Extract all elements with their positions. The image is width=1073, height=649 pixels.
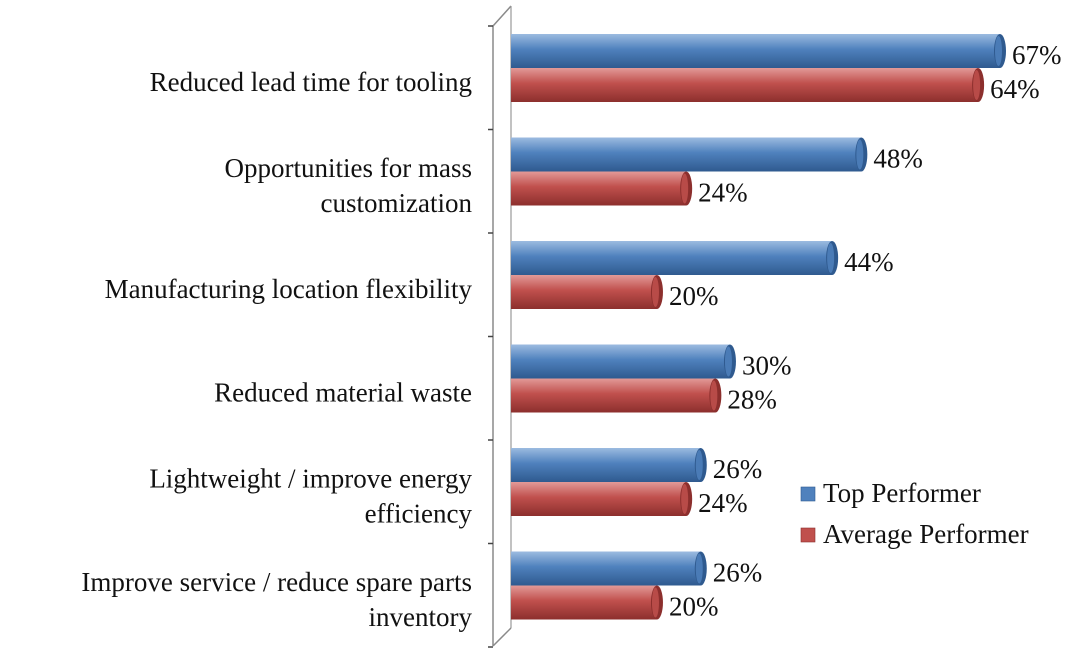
legend-swatch <box>800 486 816 502</box>
data-label: 28% <box>727 385 777 415</box>
bar-cap-face <box>695 553 703 584</box>
bar-cap-face <box>651 587 659 618</box>
axis-wall-bottom-edge <box>492 627 512 647</box>
legend: Top Performer Average Performer <box>800 478 1029 549</box>
legend-label: Top Performer <box>823 478 981 508</box>
category-label: Improve service / reduce spare parts inve… <box>81 567 472 632</box>
bar-body <box>511 585 657 620</box>
bar-cap-face <box>695 450 703 480</box>
bar-cap-face <box>681 173 689 204</box>
data-label: 48% <box>873 144 923 174</box>
bars-layer <box>511 34 1006 620</box>
bar-top-performer <box>511 551 707 586</box>
axis-wall-top-edge <box>492 5 512 27</box>
bar-cap-face <box>827 243 835 273</box>
bar-body <box>511 448 701 482</box>
data-label: 20% <box>669 281 719 311</box>
bar-body <box>511 68 979 102</box>
bar-top-performer <box>511 448 707 482</box>
data-label: 30% <box>742 351 792 381</box>
bar-cap-face <box>651 277 659 307</box>
category-label: Reduced lead time for tooling <box>150 67 472 97</box>
bar-body <box>511 34 1000 68</box>
data-label: 67% <box>1012 40 1062 70</box>
bar-cap-face <box>681 484 689 514</box>
bar-body <box>511 378 716 413</box>
bar-body <box>511 241 833 275</box>
category-label: Reduced material waste <box>214 377 472 407</box>
bar-cap-face <box>710 380 718 411</box>
data-label: 20% <box>669 592 719 622</box>
bar-average-performer <box>511 275 663 309</box>
bar-top-performer <box>511 344 736 379</box>
bar-cap-face <box>973 70 981 100</box>
bar-body <box>511 275 657 309</box>
category-label: Lightweight / improve energy efficiency <box>149 463 472 528</box>
data-label: 24% <box>698 488 748 518</box>
legend-swatch <box>800 527 816 543</box>
bar-top-performer <box>511 241 839 275</box>
bar-cap-face <box>724 346 732 377</box>
legend-item: Average Performer <box>800 519 1029 549</box>
bar-body <box>511 344 730 379</box>
bar-cap-face <box>856 139 864 170</box>
data-label: 26% <box>713 454 763 484</box>
bar-average-performer <box>511 378 722 413</box>
bar-top-performer <box>511 137 868 172</box>
bar-body <box>511 171 687 206</box>
bar-average-performer <box>511 585 663 620</box>
bar-top-performer <box>511 34 1006 68</box>
data-label: 44% <box>844 247 894 277</box>
bar-average-performer <box>511 68 985 102</box>
axis-layer <box>488 5 512 648</box>
bar-body <box>511 482 687 516</box>
data-label: 64% <box>990 74 1040 104</box>
legend-item: Top Performer <box>800 478 981 508</box>
data-label: 26% <box>713 558 763 588</box>
bar-average-performer <box>511 482 693 516</box>
category-label: Manufacturing location flexibility <box>105 274 473 304</box>
category-label: Opportunities for mass customization <box>225 153 473 218</box>
bar-average-performer <box>511 171 693 206</box>
labels-layer: Reduced lead time for tooling Opportuniti… <box>81 40 1061 632</box>
bar-body <box>511 551 701 586</box>
bar-body <box>511 137 862 172</box>
legend-label: Average Performer <box>823 519 1029 549</box>
bar-cap-face <box>995 36 1002 66</box>
data-label: 24% <box>698 178 748 208</box>
